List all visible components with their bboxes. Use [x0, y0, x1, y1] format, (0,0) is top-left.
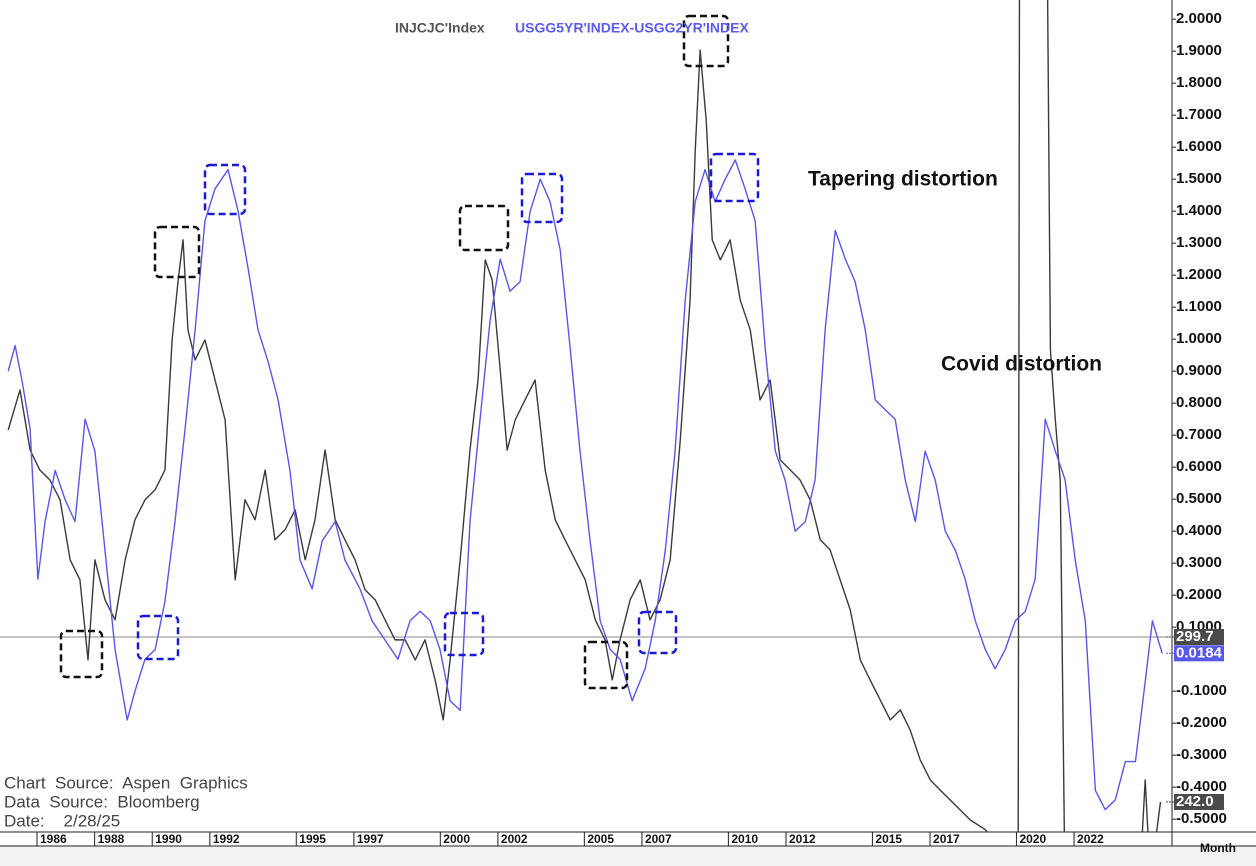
y-tick-label: 0.5000	[1176, 490, 1222, 507]
x-tick-label: 2020	[1019, 832, 1046, 846]
annotation: Tapering distortion	[808, 168, 998, 191]
x-tick-label: 2017	[933, 832, 960, 846]
y-tick-label: -0.1000	[1176, 682, 1227, 699]
box	[443, 611, 485, 657]
y-tick-label: 1.9000	[1176, 42, 1222, 59]
marker-label: 0.0184	[1176, 644, 1223, 661]
source-note: Chart Source: Aspen Graphics	[4, 773, 248, 792]
marker-box	[1174, 793, 1224, 810]
box	[59, 629, 104, 679]
y-tick-label: 1.8000	[1176, 74, 1222, 91]
x-tick-label: 1992	[213, 832, 240, 846]
series-line	[7, 159, 1163, 811]
box	[583, 640, 629, 690]
x-tick-label: 2005	[587, 832, 614, 846]
y-tick-label: -0.4000	[1176, 778, 1227, 795]
x-tick-label: 2007	[645, 832, 672, 846]
x-axis-label: Month	[1200, 841, 1236, 855]
annotation: Covid distortion	[941, 353, 1102, 376]
y-tick-label: 1.5000	[1176, 170, 1222, 187]
source-note: Date: 2/28/25	[4, 811, 120, 830]
y-tick-label: 1.2000	[1176, 266, 1222, 283]
series-line	[7, 0, 1162, 832]
y-tick-label: 1.6000	[1176, 138, 1222, 155]
box	[136, 614, 180, 661]
x-tick-label: 1990	[155, 832, 182, 846]
y-tick-label: 0.9000	[1176, 362, 1222, 379]
marker-box	[1174, 629, 1224, 646]
y-tick-label: 1.7000	[1176, 106, 1222, 123]
marker-label: 242.0	[1176, 793, 1214, 810]
box	[153, 225, 201, 279]
box	[203, 163, 247, 216]
y-tick-label: 2.0000	[1176, 10, 1222, 27]
legend-item: USGG5YR'INDEX-USGG2YR'INDEX	[515, 20, 749, 36]
marker-box	[1174, 645, 1224, 662]
y-tick-label: 0.4000	[1176, 522, 1222, 539]
y-tick-label: 1.1000	[1176, 298, 1222, 315]
box	[520, 172, 564, 224]
x-tick-label: 2012	[789, 832, 816, 846]
x-tick-label: 1986	[40, 832, 67, 846]
box	[458, 204, 510, 252]
x-tick-label: 1997	[357, 832, 384, 846]
y-tick-label: 0.7000	[1176, 426, 1222, 443]
y-tick-label: 1.3000	[1176, 234, 1222, 251]
y-tick-label: 0.8000	[1176, 394, 1222, 411]
y-tick-label: 0.2000	[1176, 586, 1222, 603]
y-tick-label: 0.3000	[1176, 554, 1222, 571]
source-note: Data Source: Bloomberg	[4, 792, 200, 811]
x-tick-label: 2000	[443, 832, 470, 846]
x-tick-label: 2015	[875, 832, 902, 846]
box	[682, 14, 730, 68]
x-tick-label: 1995	[299, 832, 326, 846]
x-tick-label: 2002	[501, 832, 528, 846]
y-tick-label: 1.0000	[1176, 330, 1222, 347]
x-tick-label: 1988	[98, 832, 125, 846]
plot-area	[0, 0, 1172, 832]
legend-item: INJCJC'Index	[395, 20, 485, 36]
y-tick-label: 1.4000	[1176, 202, 1222, 219]
y-tick-label: -0.3000	[1176, 746, 1227, 763]
y-tick-label: -0.5000	[1176, 810, 1227, 827]
box	[637, 610, 678, 655]
y-tick-label: -0.2000	[1176, 714, 1227, 731]
highlight-boxes	[59, 14, 760, 690]
x-tick-label: 2010	[731, 832, 758, 846]
x-tick-label: 2022	[1077, 832, 1104, 846]
footer-band	[0, 846, 1256, 866]
marker-label: 299.7	[1176, 628, 1214, 645]
y-tick-label: 0.6000	[1176, 458, 1222, 475]
